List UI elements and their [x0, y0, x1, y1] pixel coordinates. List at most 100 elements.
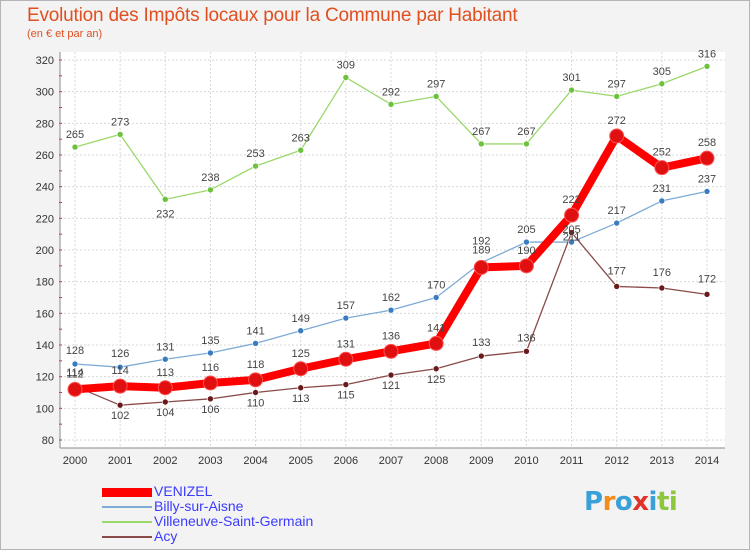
data-point: [432, 93, 440, 100]
data-point: [252, 389, 259, 396]
data-point: [116, 363, 124, 371]
data-label: 112: [66, 368, 84, 380]
data-label: 121: [382, 380, 400, 392]
data-point: [609, 128, 625, 144]
data-point: [477, 140, 485, 148]
x-tick-label: 2007: [379, 455, 403, 467]
data-point: [568, 238, 575, 246]
data-point: [161, 196, 169, 203]
data-label: 217: [608, 205, 626, 217]
data-label: 128: [66, 345, 84, 357]
data-label: 141: [246, 325, 264, 337]
data-label: 316: [698, 48, 716, 60]
data-label: 205: [517, 224, 535, 236]
data-label: 114: [111, 365, 129, 377]
x-tick-label: 2011: [560, 455, 584, 467]
logo-letter: i: [648, 487, 658, 517]
data-point: [387, 306, 395, 314]
y-tick-label: 120: [36, 372, 54, 384]
data-label: 177: [608, 265, 626, 277]
data-point: [342, 381, 350, 388]
logo-letter: t: [656, 487, 669, 517]
data-point: [297, 384, 305, 392]
data-point: [383, 343, 399, 359]
data-point: [568, 229, 575, 236]
data-label: 136: [517, 332, 535, 344]
data-point: [473, 259, 489, 275]
data-point: [703, 63, 711, 70]
logo-letter: o: [614, 487, 633, 517]
y-tick-label: 160: [36, 308, 54, 320]
data-point: [342, 74, 350, 81]
data-point: [297, 146, 305, 154]
data-label: 126: [111, 348, 129, 360]
data-point: [71, 360, 79, 368]
series-markers: [67, 63, 715, 409]
y-tick-label: 220: [36, 213, 54, 225]
data-point: [67, 381, 83, 397]
data-label: 231: [653, 183, 671, 195]
legend-label: Billy-sur-Aisne: [154, 498, 244, 514]
data-point: [157, 380, 173, 396]
data-label: 176: [653, 267, 671, 279]
data-label: 297: [427, 78, 445, 90]
y-tick-label: 100: [36, 403, 54, 415]
x-tick-label: 2008: [424, 455, 448, 467]
data-label: 133: [472, 337, 490, 349]
data-label: 190: [517, 245, 535, 257]
data-point: [703, 291, 711, 298]
data-label: 252: [653, 147, 671, 159]
data-label: 157: [337, 300, 355, 312]
data-point: [432, 365, 440, 373]
data-point: [387, 101, 395, 108]
x-tick-label: 2004: [243, 455, 267, 467]
data-label: 232: [156, 208, 174, 220]
data-point: [248, 372, 264, 388]
y-tick-label: 240: [36, 182, 54, 194]
data-point: [202, 375, 218, 391]
legend-swatch: [102, 506, 152, 508]
data-point: [523, 140, 530, 148]
data-label: 192: [472, 236, 490, 248]
y-tick-label: 320: [36, 55, 54, 67]
data-point: [116, 131, 124, 138]
data-point: [112, 378, 128, 394]
legend-label: VENIZEL: [154, 483, 213, 499]
data-label: 273: [111, 116, 129, 128]
x-tick-label: 2010: [514, 455, 538, 467]
data-point: [161, 355, 169, 363]
data-label: 136: [382, 330, 400, 342]
data-point: [207, 349, 214, 357]
data-point: [658, 284, 666, 292]
data-point: [293, 361, 309, 377]
data-label: 189: [472, 244, 490, 256]
x-tick-label: 2001: [108, 455, 132, 467]
data-point: [613, 283, 621, 290]
data-label: 265: [66, 129, 84, 141]
data-label: 222: [562, 194, 580, 206]
x-tick-label: 2014: [695, 455, 719, 467]
data-point: [613, 93, 621, 100]
data-point: [116, 401, 124, 409]
y-tick-label: 200: [36, 245, 54, 257]
y-tick-label: 280: [36, 118, 54, 130]
axes: 80 100 120 140 160 180 200 220 240 260 280 300 320 20…: [36, 52, 725, 467]
data-label: 102: [111, 410, 129, 422]
data-label: 237: [698, 173, 716, 185]
x-tick-label: 2012: [604, 455, 628, 467]
data-label: 267: [472, 126, 490, 138]
chart-subtitle: (en € et par an): [27, 28, 103, 40]
data-point: [523, 348, 530, 355]
data-label: 113: [157, 367, 175, 379]
data-point: [432, 294, 440, 301]
data-label: 104: [156, 407, 174, 419]
data-label: 125: [427, 374, 445, 386]
data-label: 110: [247, 398, 265, 410]
logo-letter: r: [602, 487, 616, 517]
x-tick-label: 2000: [63, 455, 87, 467]
x-tick-label: 2013: [650, 455, 674, 467]
data-point: [297, 327, 305, 335]
data-label: 125: [292, 348, 310, 360]
logo-letter: P: [584, 487, 603, 517]
